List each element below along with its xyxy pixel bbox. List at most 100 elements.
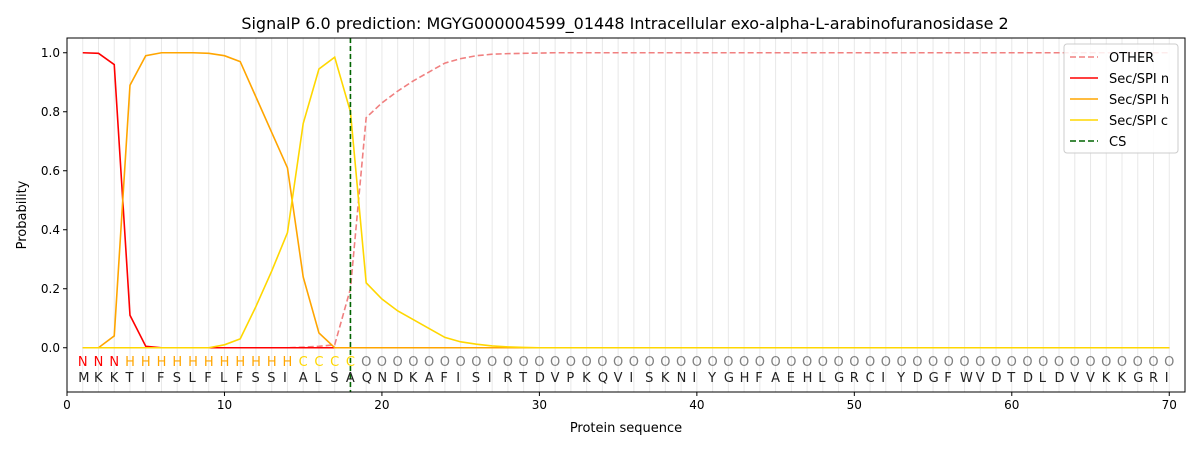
region-label: N xyxy=(109,355,119,370)
y-tick-label: 0.2 xyxy=(41,282,60,296)
x-axis-label: Protein sequence xyxy=(570,421,682,436)
region-label: H xyxy=(235,355,245,370)
region-label: O xyxy=(881,355,891,370)
region-label: O xyxy=(849,355,859,370)
region-label: O xyxy=(959,355,969,370)
y-tick-label: 0.6 xyxy=(41,164,60,178)
region-label: H xyxy=(204,355,214,370)
region-label: O xyxy=(723,355,733,370)
region-label: H xyxy=(172,355,182,370)
legend-label: OTHER xyxy=(1109,51,1154,66)
region-label: O xyxy=(818,355,828,370)
region-label: O xyxy=(503,355,513,370)
region-label: O xyxy=(739,355,749,370)
x-tick-label: 20 xyxy=(374,398,389,412)
region-label: O xyxy=(755,355,765,370)
region-label: C xyxy=(314,355,323,370)
region-label: O xyxy=(1007,355,1017,370)
region-label: H xyxy=(251,355,261,370)
series-line-sec-spi-c xyxy=(82,55,1170,349)
chart-title: SignalP 6.0 prediction: MGYG000004599_01… xyxy=(241,14,1008,34)
region-label: O xyxy=(991,355,1001,370)
region-label: H xyxy=(283,355,293,370)
region-label: N xyxy=(94,355,104,370)
region-label: O xyxy=(1117,355,1127,370)
region-label: H xyxy=(188,355,198,370)
region-label: O xyxy=(944,355,954,370)
region-label: N xyxy=(78,355,88,370)
region-label: H xyxy=(141,355,151,370)
region-label: C xyxy=(330,355,339,370)
region-label: O xyxy=(471,355,481,370)
y-tick-label: 0.4 xyxy=(41,223,60,237)
x-tick-label: 50 xyxy=(847,398,862,412)
region-label: O xyxy=(1133,355,1143,370)
region-label: O xyxy=(786,355,796,370)
legend-label: Sec/SPI c xyxy=(1109,114,1168,129)
region-label: C xyxy=(299,355,308,370)
region-label: C xyxy=(346,355,355,370)
region-label: O xyxy=(361,355,371,370)
region-label: O xyxy=(1070,355,1080,370)
region-label: O xyxy=(1038,355,1048,370)
legend-box xyxy=(1063,43,1179,154)
region-label: H xyxy=(157,355,167,370)
region-label: H xyxy=(267,355,277,370)
x-tick-label: 70 xyxy=(1162,398,1177,412)
region-label: O xyxy=(928,355,938,370)
region-label: O xyxy=(613,355,623,370)
region-label: O xyxy=(377,355,387,370)
region-label: H xyxy=(220,355,230,370)
series-line-sec-spi-h xyxy=(82,51,1170,349)
legend-label: Sec/SPI h xyxy=(1109,93,1169,108)
region-label: O xyxy=(487,355,497,370)
region-label: O xyxy=(440,355,450,370)
legend-label: CS xyxy=(1109,135,1126,150)
x-tick-label: 30 xyxy=(532,398,547,412)
series-line-sec-spi-n xyxy=(82,51,1170,349)
x-tick-label: 60 xyxy=(1004,398,1019,412)
region-label: O xyxy=(770,355,780,370)
y-tick-label: 0.8 xyxy=(41,105,60,119)
region-label: O xyxy=(660,355,670,370)
region-label: O xyxy=(408,355,418,370)
region-label: O xyxy=(597,355,607,370)
region-label: O xyxy=(707,355,717,370)
plot-frame xyxy=(66,37,1186,393)
region-label: O xyxy=(534,355,544,370)
region-label: O xyxy=(424,355,434,370)
legend-label: Sec/SPI n xyxy=(1109,72,1169,87)
protein-sequence: MKKTIFSLFLFSSIALSAQNDKAFISIRTDVPKQVISKNI… xyxy=(78,371,1168,386)
region-label: O xyxy=(975,355,985,370)
region-label: O xyxy=(519,355,529,370)
region-label: O xyxy=(802,355,812,370)
region-label: O xyxy=(566,355,576,370)
region-label: H xyxy=(125,355,135,370)
x-tick-label: 10 xyxy=(217,398,232,412)
y-tick-label: 0.0 xyxy=(41,341,60,355)
series-line-other xyxy=(82,51,1170,349)
region-label: O xyxy=(896,355,906,370)
region-label: O xyxy=(1164,355,1174,370)
region-label: O xyxy=(582,355,592,370)
region-label: O xyxy=(1101,355,1111,370)
x-tick-label: 0 xyxy=(63,398,71,412)
region-label: O xyxy=(676,355,686,370)
y-tick-label: 1.0 xyxy=(41,46,60,60)
region-label: O xyxy=(1148,355,1158,370)
region-label: O xyxy=(1022,355,1032,370)
region-label: O xyxy=(865,355,875,370)
region-label: O xyxy=(550,355,560,370)
region-label: O xyxy=(1085,355,1095,370)
region-label: O xyxy=(912,355,922,370)
region-label: O xyxy=(393,355,403,370)
x-tick-label: 40 xyxy=(689,398,704,412)
region-label: O xyxy=(645,355,655,370)
region-label: O xyxy=(456,355,466,370)
region-label: O xyxy=(833,355,843,370)
y-axis-label: Probability xyxy=(15,180,30,249)
region-label: O xyxy=(1054,355,1064,370)
region-label: O xyxy=(692,355,702,370)
